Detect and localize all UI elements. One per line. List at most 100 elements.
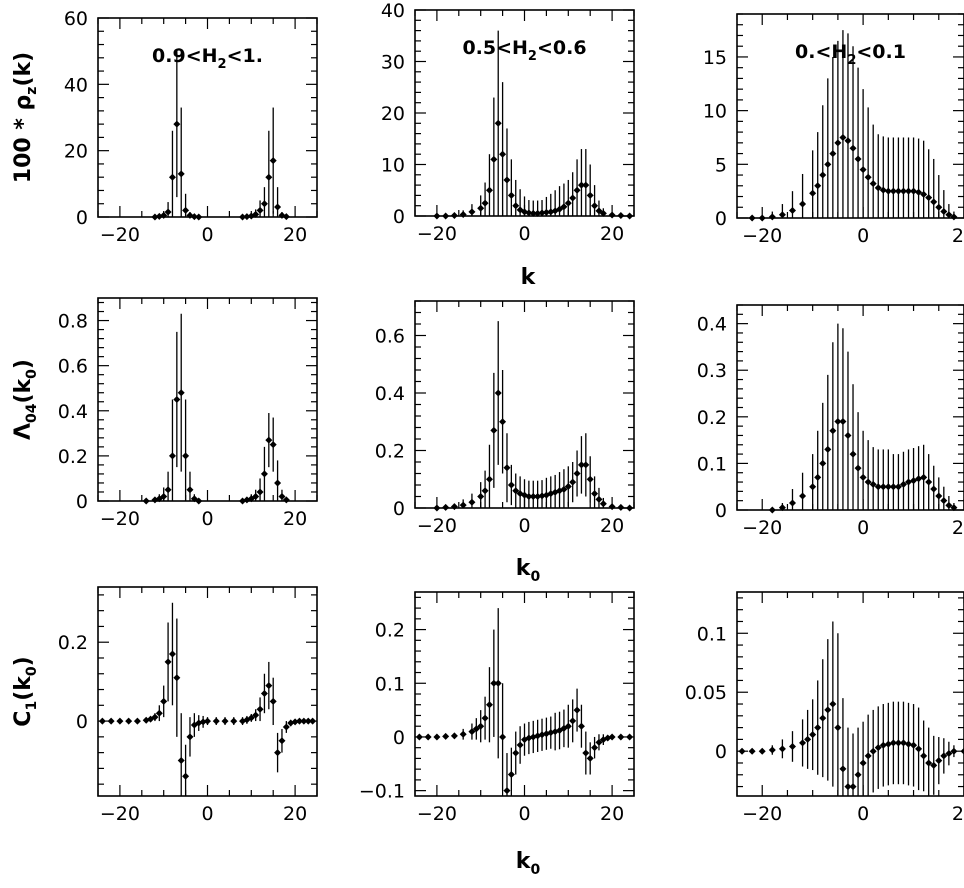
y-tick-label: 0.2	[375, 441, 405, 463]
data-point	[599, 209, 607, 217]
data-point	[582, 181, 590, 189]
data-point	[177, 389, 185, 397]
data-point	[291, 718, 299, 726]
y-axis-label: C1(k0)	[11, 656, 40, 726]
x-tick-label: −20	[742, 225, 782, 247]
data-point	[173, 120, 181, 128]
data-point	[485, 475, 493, 483]
data-point	[450, 211, 458, 219]
plot-frame	[736, 304, 964, 511]
panel-1-1: −20 0 20 0 0.2 0.4 0.6	[375, 300, 635, 537]
y-tick-label: 0.4	[58, 401, 88, 423]
data-point	[569, 717, 577, 725]
data-point	[930, 761, 938, 769]
data-point	[591, 202, 599, 210]
data-point	[925, 759, 933, 767]
x-label-subscript: 0	[530, 569, 540, 585]
data-point	[599, 500, 607, 508]
y-tick-label: 0.05	[685, 682, 727, 704]
data-point	[260, 689, 268, 697]
y-tick-label: 0.3	[697, 360, 727, 382]
data-point	[950, 747, 958, 755]
data-point	[768, 506, 776, 514]
data-point	[748, 747, 756, 755]
data-point	[586, 754, 594, 762]
y-label-subscript: 04	[24, 403, 40, 423]
data-point	[814, 182, 822, 190]
y-axis-label: 100 * ρz(k)	[11, 52, 40, 183]
data-point	[269, 441, 277, 449]
data-point	[577, 461, 585, 469]
y-tick-label: 0	[393, 206, 405, 228]
data-point	[910, 187, 918, 195]
data-point	[560, 485, 568, 493]
data-point	[819, 171, 827, 179]
plot-frame	[736, 591, 964, 797]
data-point	[274, 749, 282, 757]
data-point	[844, 431, 852, 439]
data-point	[503, 176, 511, 184]
data-point	[468, 728, 476, 736]
data-point	[595, 738, 603, 746]
x-tick-label: −20	[100, 508, 140, 530]
data-point	[839, 417, 847, 425]
data-point	[849, 144, 857, 152]
plot-frame	[736, 13, 964, 219]
data-point	[560, 203, 568, 211]
data-point	[859, 166, 867, 174]
data-point	[809, 189, 817, 197]
data-point	[295, 717, 303, 725]
y-tick-label: 0.2	[58, 446, 88, 468]
data-point	[269, 697, 277, 705]
data-point	[626, 504, 634, 512]
y-tick-label: 0	[715, 208, 727, 230]
data-point	[274, 479, 282, 487]
data-point	[265, 436, 273, 444]
data-point	[190, 213, 198, 221]
y-tick-label: −0.1	[359, 781, 405, 803]
data-point	[433, 733, 441, 741]
panel-2-2: −20 0 20 0 0.05 0.1	[685, 591, 964, 825]
panel-0-0: −20 0 20 0 20 40 60 0.9<H2<1. 100 * ρz(k)	[11, 8, 318, 246]
plot-frame	[414, 300, 635, 509]
data-point	[477, 493, 485, 500]
data-point	[265, 682, 273, 690]
data-point	[309, 717, 317, 725]
data-point	[252, 711, 260, 719]
data-point	[960, 747, 964, 755]
data-point	[884, 187, 892, 195]
data-point	[507, 481, 515, 489]
data-point	[859, 473, 867, 481]
data-point	[125, 717, 133, 725]
data-point	[569, 194, 577, 202]
x-tick-label: 0	[518, 803, 530, 825]
data-point	[503, 464, 511, 472]
data-point	[239, 213, 247, 221]
data-point	[930, 198, 938, 206]
annotation-tail: <0.1	[856, 41, 906, 63]
x-tick-label: −20	[742, 803, 782, 825]
x-tick-label: 20	[952, 225, 964, 247]
data-point	[573, 186, 581, 194]
data-point	[935, 492, 943, 500]
y-tick-label: 0	[393, 727, 405, 749]
data-point	[582, 749, 590, 757]
panel-annotation: 0.<H2<0.1	[795, 41, 906, 68]
data-point	[864, 478, 872, 486]
x-tick-label: 20	[283, 224, 307, 246]
data-point	[874, 184, 882, 192]
data-point	[512, 202, 520, 210]
x-axis-label: k	[521, 265, 537, 290]
data-point	[525, 493, 533, 500]
x-tick-label: 20	[952, 803, 964, 825]
data-point	[788, 742, 796, 750]
data-point	[577, 722, 585, 730]
data-point	[889, 739, 897, 747]
y-label-subscript: 0	[24, 666, 40, 676]
data-point	[269, 157, 277, 165]
data-point	[799, 739, 807, 747]
data-point	[538, 209, 546, 217]
data-point	[195, 213, 203, 221]
